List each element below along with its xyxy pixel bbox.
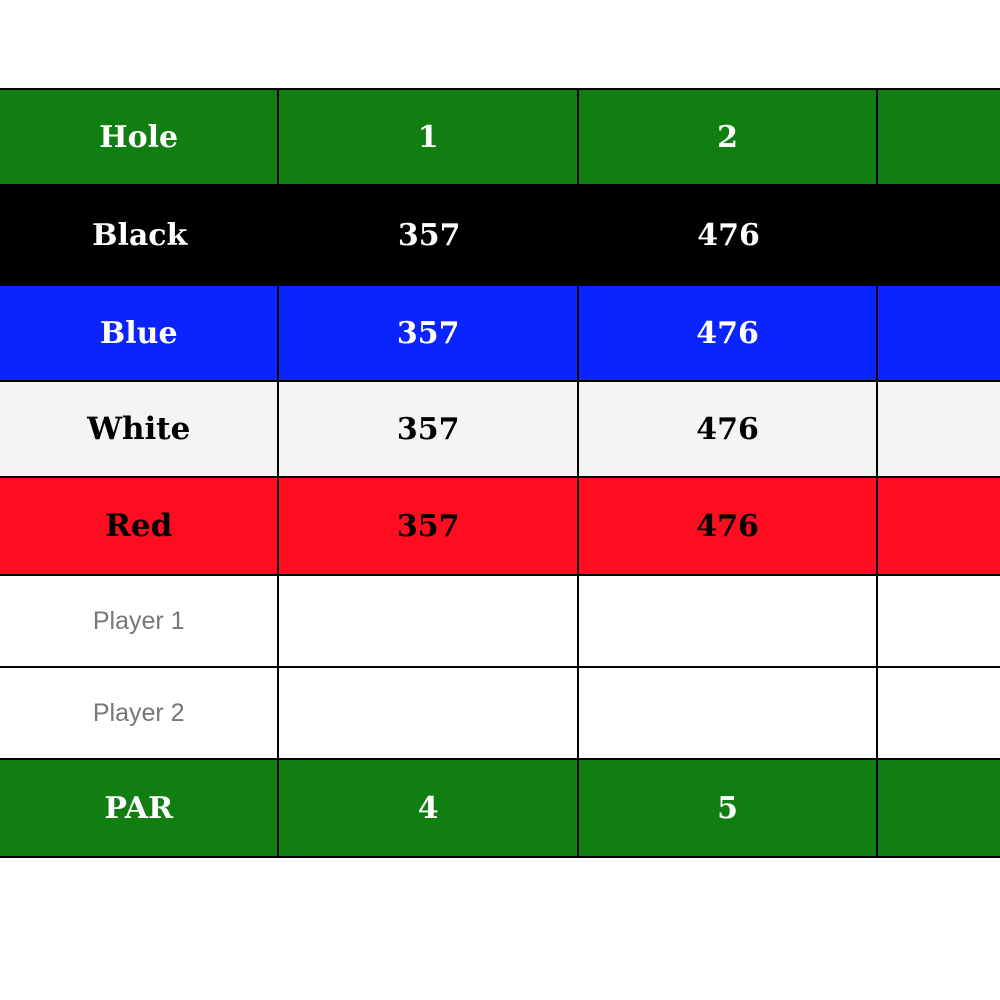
tee-label-red: Red xyxy=(0,478,280,574)
yardage-white-hole-1: 357 xyxy=(279,382,579,476)
yardage-red-hole-2: 476 xyxy=(579,478,879,574)
par-row-label: PAR xyxy=(0,760,280,856)
golf-scorecard-table: Hole 1 2 Black 357 476 Blue 357 476 Whit… xyxy=(0,88,1000,858)
yardage-blue-hole-1: 357 xyxy=(279,286,579,380)
yardage-red-hole-3 xyxy=(878,478,1000,574)
par-hole-3 xyxy=(878,760,1000,856)
tee-row-red: Red 357 476 xyxy=(0,478,1000,576)
tee-row-blue: Blue 357 476 xyxy=(0,284,1000,382)
score-input-player-2-hole-2[interactable] xyxy=(578,667,877,759)
hole-number-3 xyxy=(878,90,1000,184)
player-label-1: Player 1 xyxy=(0,576,280,666)
yardage-white-hole-3 xyxy=(878,382,1000,476)
hole-row: Hole 1 2 xyxy=(0,90,1000,186)
score-cell-player-2-hole-3[interactable] xyxy=(878,667,1000,759)
yardage-black-hole-2: 476 xyxy=(697,217,760,253)
yardage-white-hole-2: 476 xyxy=(579,382,879,476)
tee-label-blue: Blue xyxy=(0,286,280,380)
tee-label-black: Black xyxy=(92,217,188,253)
score-cell-player-2-hole-1[interactable] xyxy=(279,667,579,759)
player-row-1: Player 1 xyxy=(0,575,1000,668)
score-input-player-2-hole-1[interactable] xyxy=(279,667,577,759)
par-row: PAR 4 5 xyxy=(0,760,1000,856)
player-row-2: Player 2 xyxy=(0,667,1000,760)
score-cell-player-1-hole-3[interactable] xyxy=(878,575,1000,667)
tee-row-white: White 357 476 xyxy=(0,382,1000,478)
score-cell-player-1-hole-2[interactable] xyxy=(578,575,879,667)
yardage-red-hole-1: 357 xyxy=(279,478,579,574)
par-hole-2: 5 xyxy=(579,760,879,856)
score-input-player-1-hole-1[interactable] xyxy=(279,575,577,667)
hole-row-label: Hole xyxy=(0,90,280,184)
hole-number-2: 2 xyxy=(579,90,879,184)
score-input-player-2-hole-3[interactable] xyxy=(878,667,1000,759)
yardage-blue-hole-3 xyxy=(878,286,1000,380)
tee-label-white: White xyxy=(0,382,280,476)
score-input-player-1-hole-2[interactable] xyxy=(578,575,877,667)
hole-number-1: 1 xyxy=(279,90,579,184)
par-hole-1: 4 xyxy=(279,760,579,856)
tee-row-black: Black 357 476 xyxy=(0,186,1000,284)
score-cell-player-2-hole-2[interactable] xyxy=(578,667,879,759)
yardage-black-hole-1: 357 xyxy=(397,217,461,253)
yardage-black-hole-3 xyxy=(878,186,1000,284)
yardage-blue-hole-2: 476 xyxy=(579,286,879,380)
score-cell-player-1-hole-1[interactable] xyxy=(279,575,579,667)
player-label-2: Player 2 xyxy=(0,668,280,758)
score-input-player-1-hole-3[interactable] xyxy=(878,575,1000,667)
